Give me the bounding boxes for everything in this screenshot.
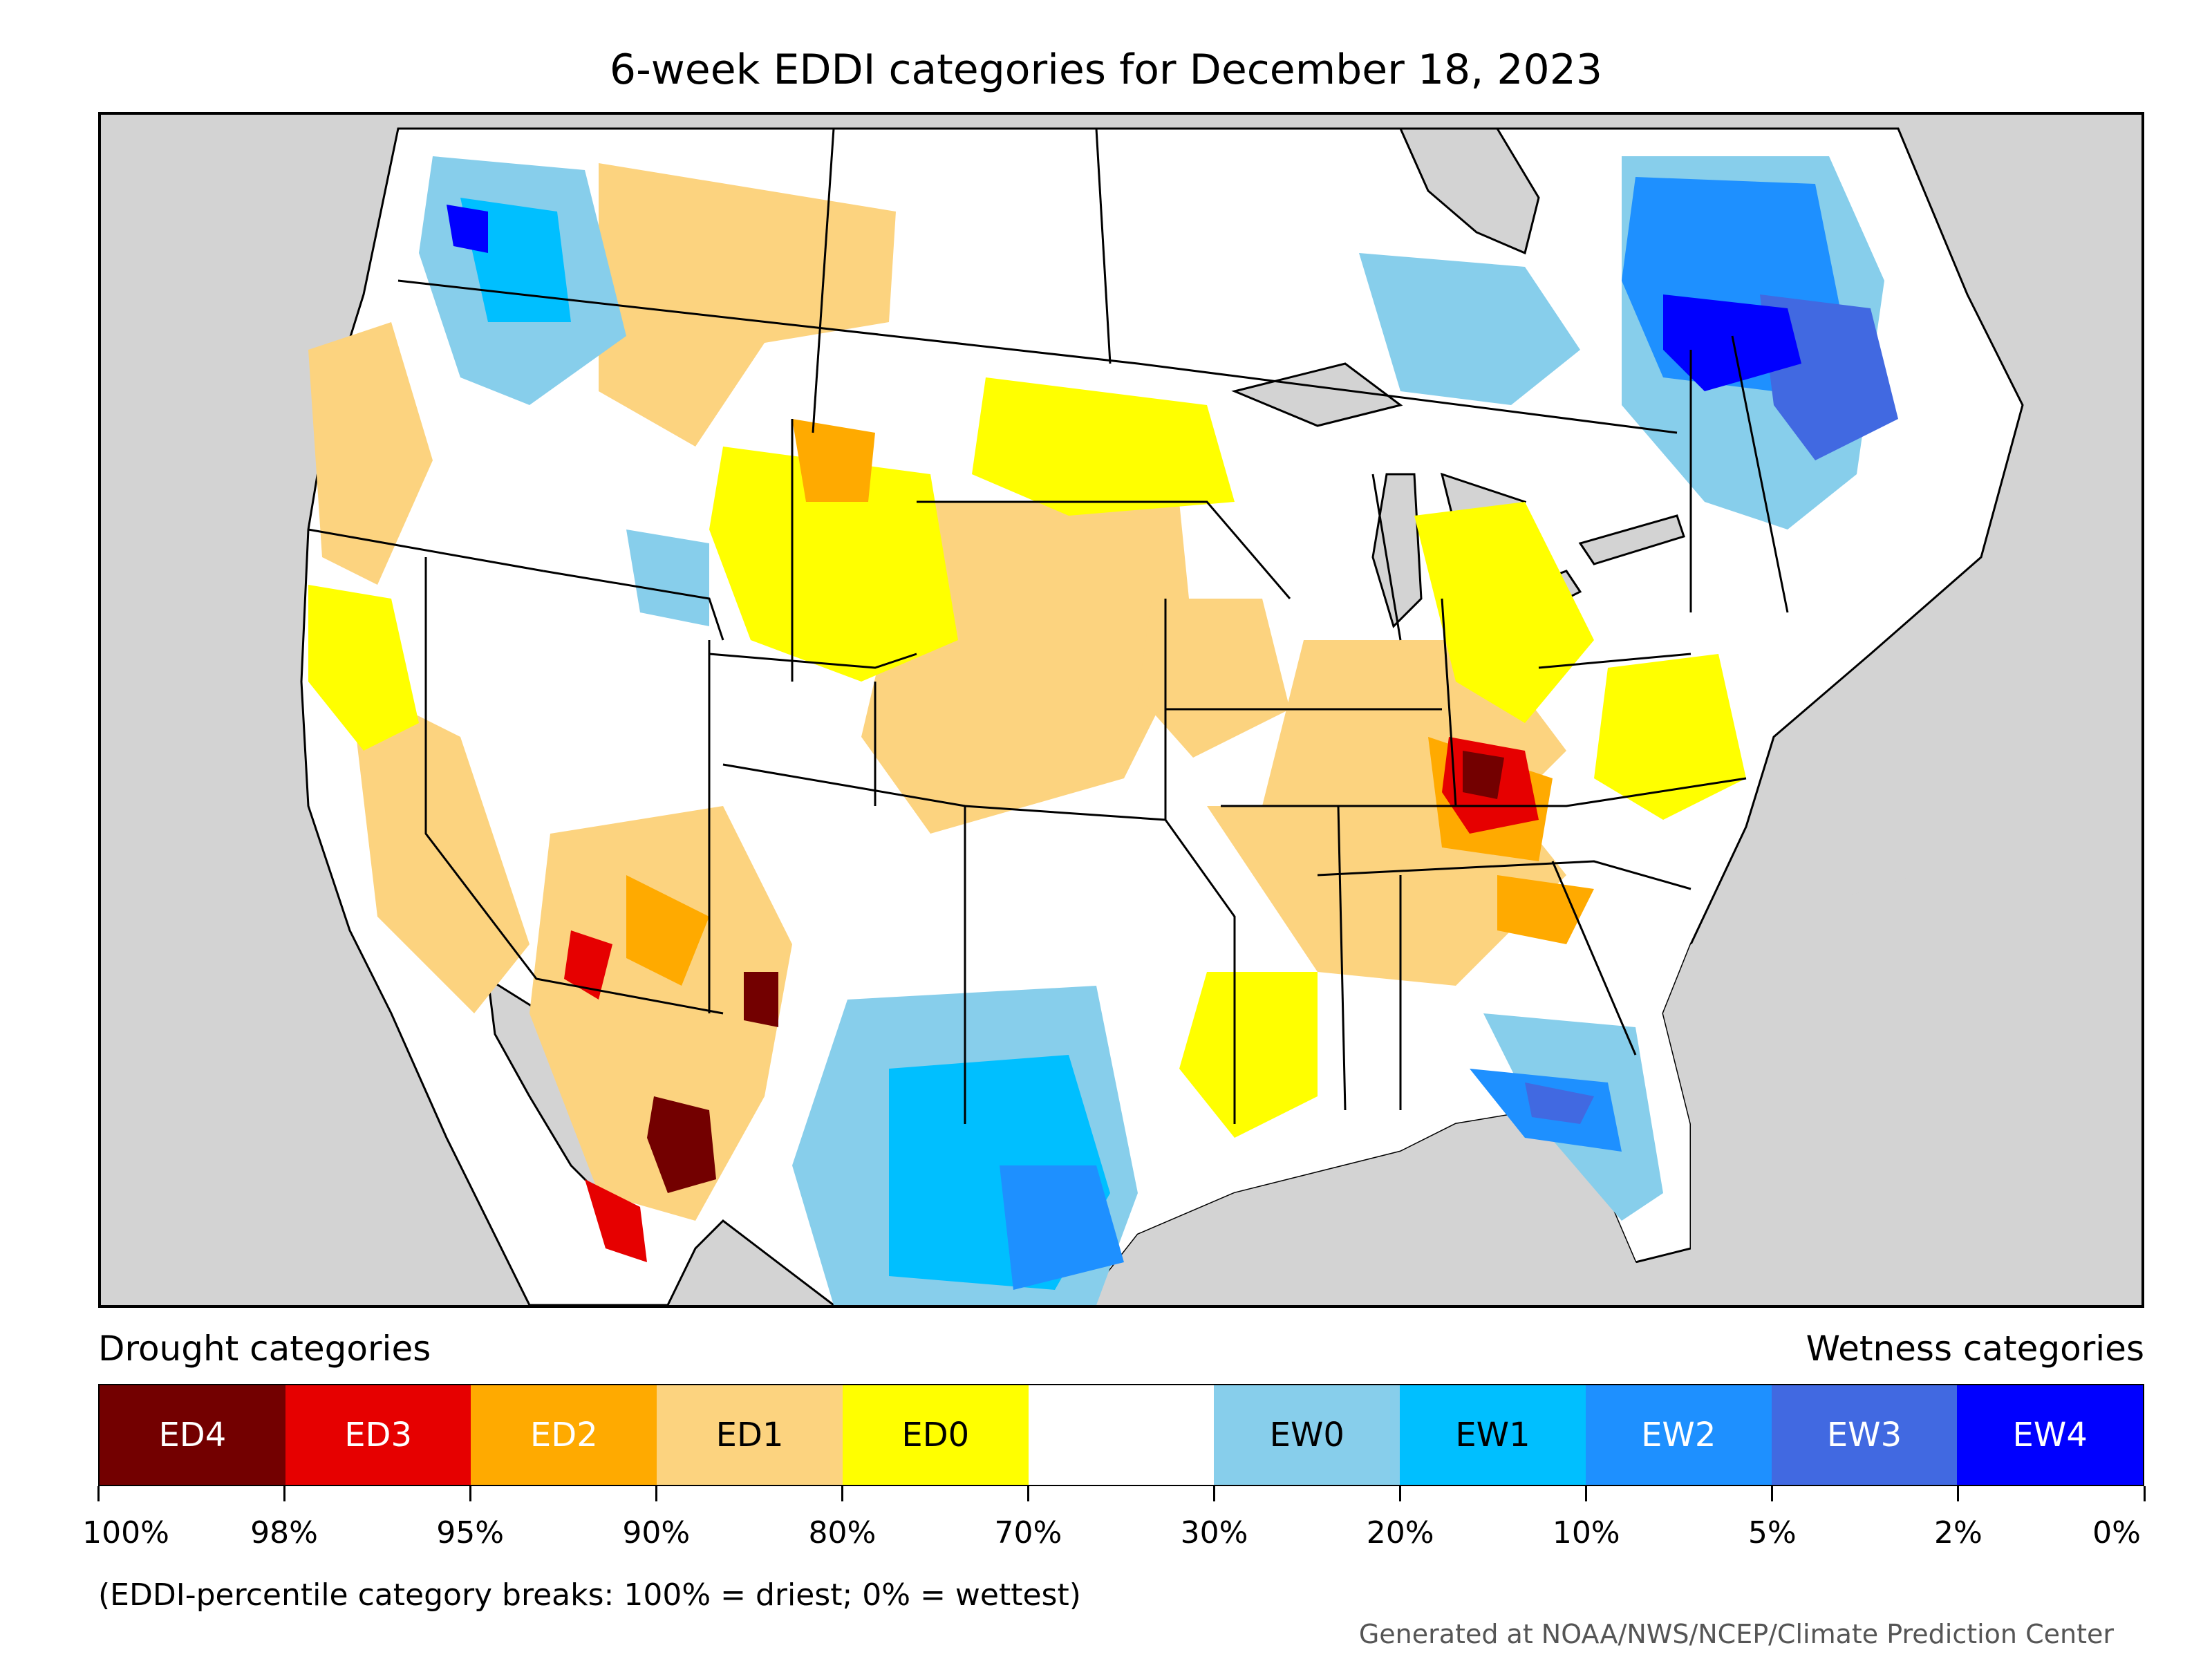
colorbar-swatch-ew2: EW2 [1585, 1385, 1772, 1485]
eddi-map [98, 112, 2144, 1308]
colorbar-tick-label: 90% [622, 1515, 691, 1550]
colorbar-tick [1399, 1486, 1402, 1501]
colorbar-tick [655, 1486, 657, 1501]
category-colorbar: ED4 ED3 ED2 ED1 ED0 EW0 EW1 EW2 EW3 EW4 [98, 1384, 2144, 1486]
generated-credit: Generated at NOAA/NWS/NCEP/Climate Predi… [1358, 1619, 2114, 1649]
colorbar-swatch-ed1: ED1 [657, 1385, 843, 1485]
atlantic-ocean [1663, 806, 2141, 1305]
category-patches [308, 156, 1898, 1305]
map-canvas [300, 127, 2141, 1305]
colorbar-tick [1771, 1486, 1774, 1501]
colorbar-tick [1027, 1486, 1029, 1501]
colorbar-tick-label: 100% [82, 1515, 169, 1550]
colorbar-tick-label: 95% [436, 1515, 505, 1550]
colorbar-tick [2143, 1486, 2146, 1501]
colorbar-swatch-ed4: ED4 [100, 1385, 285, 1485]
colorbar-tick-label: 0% [2092, 1515, 2141, 1550]
category-break-note: (EDDI-percentile category breaks: 100% =… [98, 1577, 1081, 1613]
colorbar-swatch-ew3: EW3 [1771, 1385, 1958, 1485]
colorbar-tick-label: 98% [250, 1515, 318, 1550]
colorbar-swatch-normal [1028, 1385, 1215, 1485]
colorbar-tick [841, 1486, 843, 1501]
colorbar-swatch-ed3: ED3 [285, 1385, 471, 1485]
gulf-of-mexico [1082, 1110, 1691, 1305]
colorbar-swatch-ew0: EW0 [1214, 1385, 1400, 1485]
hudson-bay [1398, 127, 1540, 255]
colorbar-tick [1213, 1486, 1216, 1501]
colorbar-swatch-ew4: EW4 [1957, 1385, 2144, 1485]
colorbar-tick [1585, 1486, 1588, 1501]
colorbar-tick-label: 20% [1366, 1515, 1434, 1550]
drought-categories-heading: Drought categories [98, 1329, 431, 1369]
colorbar-swatch-ed0: ED0 [842, 1385, 1029, 1485]
colorbar-tick-label: 70% [994, 1515, 1062, 1550]
state-borders [308, 128, 1789, 1124]
colorbar-tick-label: 80% [808, 1515, 877, 1550]
colorbar-ticks [97, 1486, 2146, 1507]
colorbar-tick [1957, 1486, 1960, 1501]
colorbar-tick-label: 5% [1747, 1515, 1797, 1550]
colorbar-swatch-ew1: EW1 [1400, 1385, 1586, 1485]
colorbar-tick [97, 1486, 100, 1501]
colorbar-tick [283, 1486, 285, 1501]
colorbar-tick-label: 2% [1934, 1515, 1983, 1550]
colorbar-tick [469, 1486, 471, 1501]
wetness-categories-heading: Wetness categories [1806, 1329, 2144, 1369]
colorbar-swatch-ed2: ED2 [471, 1385, 657, 1485]
colorbar-tick-label: 30% [1180, 1515, 1248, 1550]
map-title: 6-week EDDI categories for December 18, … [609, 46, 1603, 94]
colorbar-tick-label: 10% [1552, 1515, 1620, 1550]
